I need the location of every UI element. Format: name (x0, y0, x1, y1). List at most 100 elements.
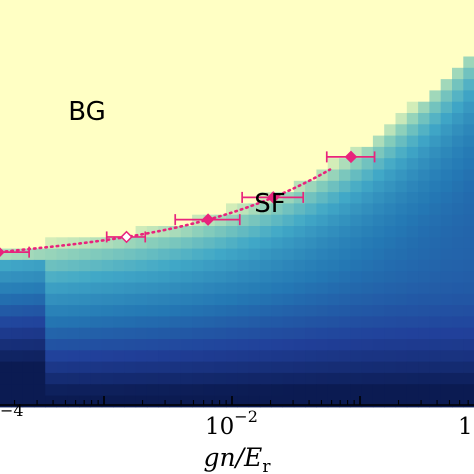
heatmap-cell (101, 22, 114, 35)
heatmap-cell (45, 339, 58, 351)
heatmap-cell (305, 293, 317, 306)
heatmap-cell (361, 22, 374, 35)
heatmap-cell (22, 350, 35, 363)
heatmap-cell (90, 293, 103, 306)
heatmap-cell (214, 135, 227, 148)
heatmap-cell (463, 248, 474, 261)
heatmap-cell (372, 56, 385, 69)
heatmap-cell (463, 11, 474, 24)
heatmap-cell (384, 180, 397, 193)
heatmap-cell (22, 372, 35, 385)
heatmap-cell (259, 350, 272, 363)
heatmap-cell (305, 79, 317, 91)
heatmap-cell (169, 316, 182, 329)
heatmap-cell (158, 169, 171, 182)
heatmap-cell (316, 113, 329, 125)
heatmap-cell (113, 192, 125, 204)
heatmap-cell (361, 101, 374, 114)
heatmap-cell (395, 282, 408, 295)
heatmap-cell (406, 67, 419, 80)
heatmap-cell (203, 305, 216, 317)
heatmap-cell (429, 293, 442, 306)
heatmap-cell (316, 146, 329, 159)
heatmap-cell (101, 56, 114, 69)
heatmap-cell (180, 214, 193, 227)
heatmap-cell (316, 350, 329, 363)
heatmap-cell (418, 180, 430, 193)
heatmap-cell (372, 372, 385, 385)
heatmap-cell (271, 45, 284, 58)
heatmap-cell (316, 248, 329, 261)
heatmap-cell (203, 124, 216, 137)
heatmap-cells (0, 0, 474, 408)
heatmap-cell (327, 316, 340, 329)
heatmap-cell (259, 282, 272, 295)
heatmap-cell (79, 271, 91, 284)
heatmap-cell (237, 0, 250, 12)
heatmap-cell (237, 271, 250, 284)
heatmap-cell (90, 192, 103, 204)
heatmap-cell (214, 214, 227, 227)
heatmap-cell (113, 316, 125, 329)
heatmap-cell (192, 327, 204, 340)
heatmap-cell (180, 45, 193, 58)
heatmap-cell (316, 124, 329, 137)
heatmap-cell (327, 192, 340, 204)
heatmap-cell (192, 293, 204, 306)
heatmap-cell (67, 22, 80, 35)
heatmap-cell (271, 203, 284, 216)
heatmap-cell (429, 22, 442, 35)
heatmap-cell (259, 146, 272, 159)
heatmap-cell (146, 305, 159, 317)
heatmap-cell (56, 203, 69, 216)
heatmap-cell (192, 11, 204, 24)
heatmap-cell (327, 113, 340, 125)
heatmap-cell (124, 67, 137, 80)
heatmap-cell (271, 22, 284, 35)
heatmap-cell (418, 158, 430, 171)
heatmap-cell (327, 214, 340, 227)
heatmap-cell (0, 22, 12, 35)
heatmap-cell (327, 56, 340, 69)
heatmap-cell (350, 67, 363, 80)
heatmap-cell (0, 293, 12, 306)
heatmap-cell (113, 158, 125, 171)
heatmap-cell (226, 22, 238, 35)
heatmap-cell (406, 79, 419, 91)
heatmap-cell (372, 316, 385, 329)
heatmap-cell (440, 316, 453, 329)
heatmap-cell (305, 327, 317, 340)
heatmap-cell (327, 282, 340, 295)
heatmap-cell (350, 372, 363, 385)
heatmap-cell (90, 214, 103, 227)
heatmap-cell (406, 293, 419, 306)
heatmap-cell (361, 271, 374, 284)
heatmap-cell (271, 271, 284, 284)
heatmap-cell (372, 90, 385, 103)
heatmap-cell (463, 90, 474, 103)
heatmap-cell (237, 113, 250, 125)
heatmap-cell (124, 372, 137, 385)
heatmap-cell (282, 305, 295, 317)
heatmap-cell (429, 372, 442, 385)
heatmap-cell (226, 305, 238, 317)
heatmap-cell (259, 67, 272, 80)
heatmap-cell (203, 226, 216, 238)
heatmap-cell (169, 67, 182, 80)
heatmap-cell (339, 192, 351, 204)
heatmap-cell (180, 135, 193, 148)
heatmap-cell (372, 146, 385, 159)
heatmap-cell (372, 327, 385, 340)
heatmap-cell (316, 158, 329, 171)
heatmap-cell (124, 214, 137, 227)
heatmap-cell (124, 56, 137, 69)
heatmap-cell (339, 158, 351, 171)
heatmap-cell (395, 395, 408, 408)
heatmap-cell (33, 158, 46, 171)
heatmap-cell (305, 124, 317, 137)
heatmap-cell (124, 11, 137, 24)
heatmap-cell (429, 56, 442, 69)
heatmap-cell (113, 226, 125, 238)
heatmap-cell (384, 237, 397, 250)
heatmap-cell (361, 293, 374, 306)
